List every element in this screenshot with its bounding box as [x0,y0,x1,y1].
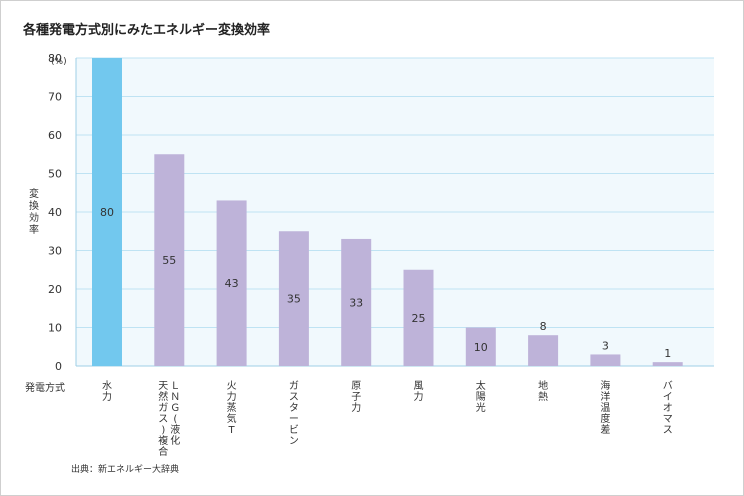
category-label-char: 力 [227,390,237,403]
bar [590,354,621,366]
value-label: 3 [602,339,609,352]
category-label-char: ( [173,414,177,425]
category-label-char: 力 [351,401,361,414]
category-label-char: マ [663,414,673,425]
bar [652,362,683,366]
category-label-char: 天 [158,381,168,392]
y-axis-label-char: 換 [29,200,39,212]
value-label: 10 [474,341,488,354]
y-tick-label: 80 [48,52,62,65]
category-label-char: オ [663,402,673,414]
bar [216,200,247,366]
value-label: 8 [540,320,547,333]
category-label-char: ー [289,414,299,425]
y-axis-label-char: 率 [29,223,39,236]
category-label-char: 光 [476,401,486,414]
category-label-char: 然 [158,390,168,403]
value-label: 55 [162,254,176,267]
category-label-char: イ [663,392,673,403]
category-label-char: ス [289,392,299,403]
value-label: 80 [100,206,114,219]
category-label-char: ガ [158,402,168,414]
bar [341,238,372,366]
category-label-char: 風 [414,380,424,392]
category-label-char: T [228,425,236,436]
category-label-char: ビ [289,424,299,436]
bar [92,58,122,366]
category-label-char: 合 [158,445,168,458]
bar [278,231,309,366]
category-label-char: 子 [351,391,361,403]
category-label-char: 洋 [600,390,610,403]
category-label-char: 度 [600,412,610,425]
category-label-char: 気 [227,412,237,425]
y-unit-label: (%) [51,57,67,67]
category-label-char: 原 [351,380,361,392]
category-label-char: 化 [170,434,180,447]
y-tick-label: 50 [48,168,62,181]
category-label-char: バ [663,380,673,392]
y-tick-label: 20 [48,283,62,296]
category-label-char: 温 [600,402,610,414]
category-label-char: ス [158,414,168,425]
y-tick-label: 60 [48,129,62,142]
category-label-char: 太 [476,379,486,392]
y-tick-label: 0 [55,360,62,373]
category-label-char: 液 [170,423,180,436]
category-label-char: 水 [102,380,112,392]
value-label: 33 [349,296,363,309]
bar [403,269,434,366]
category-label-char: 力 [102,390,112,403]
y-tick-label: 40 [48,206,62,219]
category-label-char: Ｎ [170,392,180,403]
y-tick-label: 30 [48,245,62,258]
category-label-char: 地 [538,379,548,392]
source-note: 出典：新エネルギー大辞典 [71,465,180,475]
value-label: 1 [664,347,671,360]
category-label-char: ガ [289,380,299,392]
value-label: 25 [412,312,426,325]
x-axis-label: 発電方式 [25,381,65,394]
bar [528,335,559,366]
value-label: 35 [287,293,301,306]
category-label-char: タ [289,402,299,414]
category-label-char: Ｇ [170,403,180,414]
category-label-char: 力 [414,390,424,403]
bar [465,327,496,366]
category-label-char: 火 [227,380,237,392]
value-label: 43 [225,277,239,290]
category-label-char: 複 [158,434,168,447]
category-label-char: 差 [600,423,610,436]
y-axis-label-char: 効 [29,211,39,224]
category-label-char: 海 [600,379,610,392]
category-label-char: ン [289,436,299,447]
category-label-char: 熱 [538,390,548,403]
category-label-char: ) [161,425,165,436]
category-label-char: 蒸 [227,402,237,414]
category-label-char: ス [663,425,673,436]
category-label-char: 陽 [476,391,486,403]
bar [154,154,185,366]
y-tick-label: 10 [48,322,62,335]
category-label-char: Ｌ [170,381,180,392]
chart-title: 各種発電方式別にみたエネルギー変換効率 [23,23,271,38]
y-tick-label: 70 [48,91,62,104]
y-axis-label-char: 変 [29,187,39,200]
